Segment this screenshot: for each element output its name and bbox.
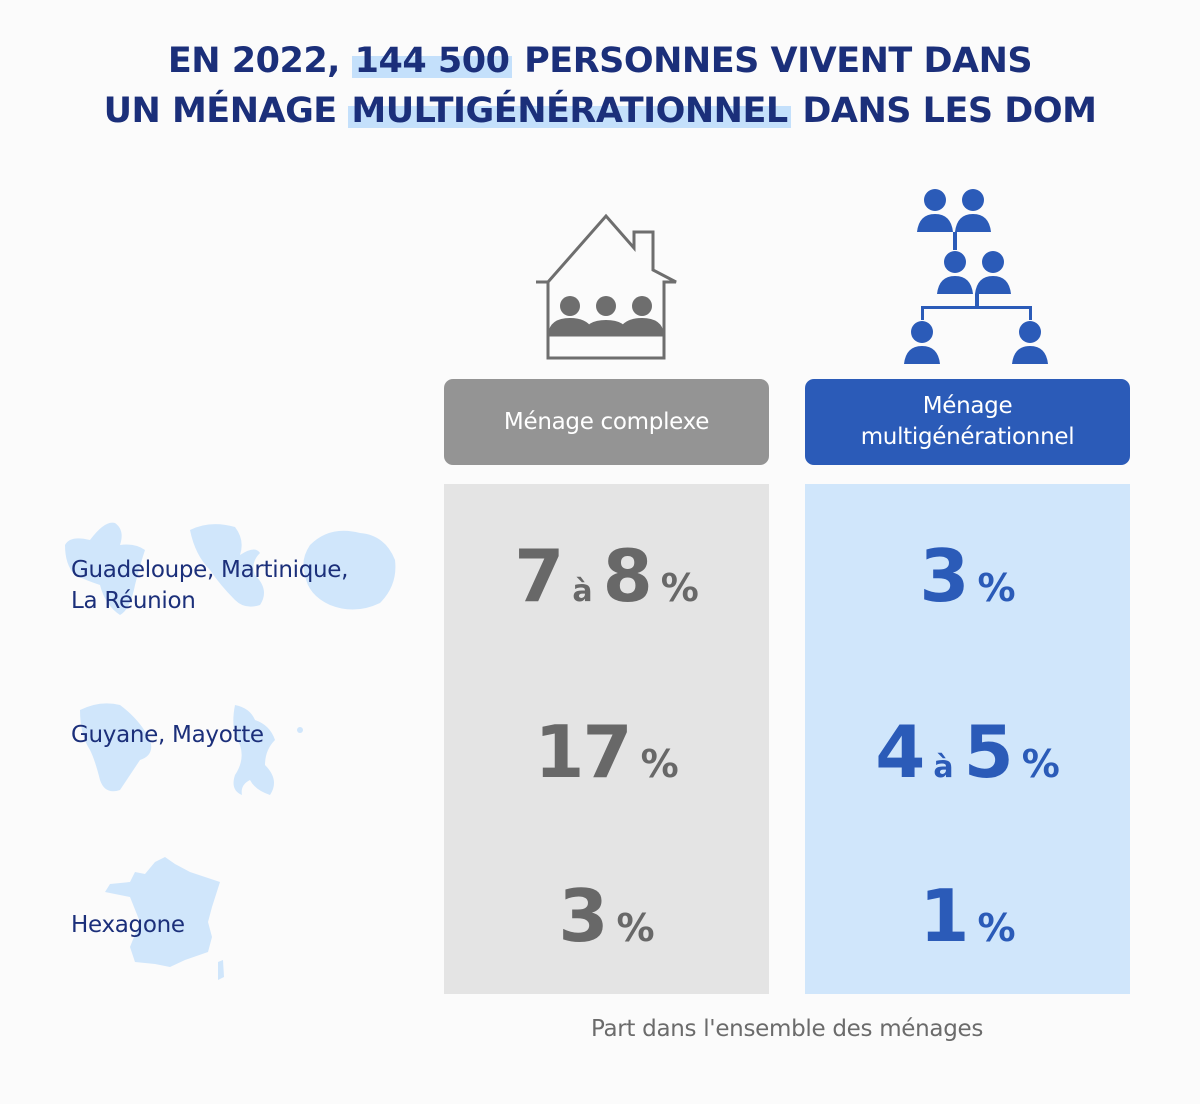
value-multi-guyane-mayotte: 4 à 5 % [875,710,1060,794]
guadeloupe-martinique-reunion-map [65,522,396,615]
row-label-guyane-mayotte: Guyane, Mayotte [0,700,420,810]
value-complex-hexagone: 3 % [558,874,655,958]
house-with-people-icon [536,213,677,360]
column-menage-complexe: 7 à 8 % 17 % 3 % [444,484,769,994]
column-header-menage-multigenerationnel: Ménage multigénérationnel [805,379,1130,465]
column-header-menage-complexe: Ménage complexe [444,379,769,465]
value-multi-hexagone: 1 % [919,874,1016,958]
title-highlight-multigen: MULTIGÉNÉRATIONNEL [348,91,791,131]
row-label-guadeloupe-martinique-reunion: Guadeloupe, Martinique, La Réunion [0,515,420,625]
value-complex-guyane-mayotte: 17 % [534,710,679,794]
page-title: EN 2022, 144 500 PERSONNES VIVENT DANS U… [0,36,1200,136]
value-multi-guadeloupe-martinique-reunion: 3 % [919,534,1016,618]
family-tree-icon [904,189,1048,364]
title-line-2: UN MÉNAGE MULTIGÉNÉRATIONNEL DANS LES DO… [103,91,1097,131]
title-line-1: EN 2022, 144 500 PERSONNES VIVENT DANS [167,41,1033,81]
column-menage-multigenerationnel: 3 % 4 à 5 % 1 % [805,484,1130,994]
footer-caption: Part dans l'ensemble des ménages [590,1016,984,1042]
value-complex-guadeloupe-martinique-reunion: 7 à 8 % [514,534,699,618]
guyane-mayotte-map [80,703,303,795]
row-label-hexagone: Hexagone [0,852,420,982]
title-highlight-count: 144 500 [351,41,513,81]
france-map [105,857,224,980]
